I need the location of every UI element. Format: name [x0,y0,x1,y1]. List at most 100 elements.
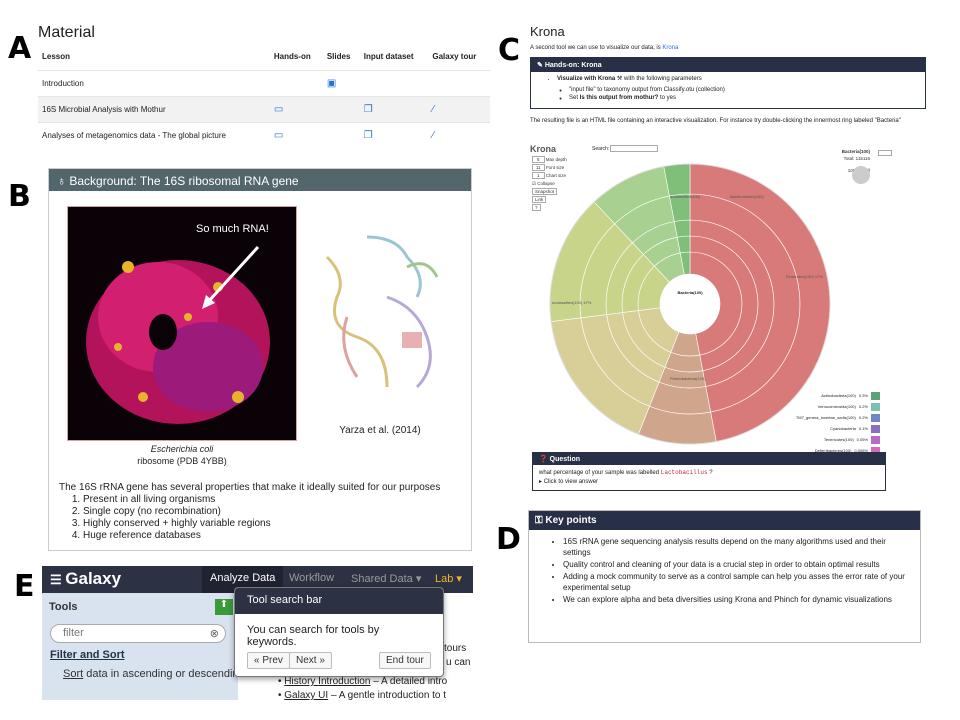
details-total: Total: 115116 [843,156,870,161]
depth-value[interactable]: 5 [532,156,545,163]
list-item: Highly conserved + highly variable regio… [83,518,440,530]
col-input-dataset: Input dataset [363,52,414,61]
key-points-title: Key points [545,515,597,526]
tour-popover: Tool search bar You can search for tools… [234,587,444,677]
slides-icon[interactable]: ▣ [326,78,337,89]
list-item: Present in all living organisms [83,494,440,506]
panel-label-b: B [8,179,31,214]
lesson-name: 16S Microbial Analysis with Mothur [38,96,270,123]
history-intro-link[interactable]: History Introduction [284,676,371,687]
legend-item[interactable]: TM7_genera_incertae_sedis(100) 0.2% [770,412,880,423]
krona-intro: A second tool we can use to visualize ou… [530,45,661,51]
clear-icon[interactable]: ⊗ [209,628,219,640]
legend-percent: 0.3% [858,393,868,398]
end-tour-button[interactable]: End tour [379,652,431,669]
prev-button[interactable]: « Prev [247,652,290,669]
help-button[interactable]: ? [532,204,541,211]
section-filter-sort[interactable]: Filter and Sort [50,649,125,661]
legend-item[interactable]: Tenericutes(100) 0.05% [770,434,880,445]
nav-lab[interactable]: Lab ▾ [435,573,462,585]
krona-visualization: Krona Search: 5 Max depth 11 Font size 1… [530,144,926,474]
param2-post: to yes [660,95,677,101]
collapse-checkbox[interactable]: Collapse [537,181,555,186]
tool-panel: Tools ⬆ [42,593,238,700]
background-title: Background: The 16S ribosomal RNA gene [69,174,299,188]
magic-wand-icon[interactable]: ⁄ [432,130,435,141]
legend-item[interactable]: Deferribacteres(100) 0.006% [770,445,880,456]
tool-search-input[interactable]: filter ⊗ [50,624,226,643]
copy-icon[interactable]: ❐ [363,104,373,115]
upload-icon[interactable]: ⬆ [215,599,233,615]
font-value[interactable]: 11 [532,164,545,171]
legend-percent: 0.05% [856,437,868,442]
chart-size-label: Chart size [545,173,567,178]
nav-shared-data[interactable]: Shared Data ▾ [351,573,422,585]
lesson-name: Analyses of metagenomics data - The glob… [38,122,270,148]
lightbulb-icon: ♁ [57,174,70,188]
table-row: Introduction ▣ [38,70,490,97]
krona-section: Krona A second tool we can use to visual… [530,24,926,500]
material-panel: Material Lesson Hands-on Slides Input da… [38,24,490,148]
krona-sunburst[interactable] [530,144,926,474]
caption-species: Escherichia coli [150,444,214,454]
copy-icon[interactable]: ❐ [363,130,373,141]
panel-label-e: E [14,569,35,604]
col-galaxy-tour: Galaxy tour [432,52,477,61]
legend-label: Actinobacteria(100) [821,393,856,398]
legend-item[interactable]: Actinobacteria(100) 0.3% [770,390,880,401]
param2-bold: Is this output from mothur? [579,95,659,101]
answer-label[interactable]: Click to view answer [543,479,599,485]
list-item: Quality control and cleaning of your dat… [563,559,912,570]
krona-link[interactable]: Krona [662,45,679,51]
snapshot-button[interactable]: Snapshot [532,188,558,195]
galaxy-logo[interactable]: ☰ Galaxy [50,569,121,589]
krona-center-label[interactable]: Bacteria(100) [677,290,703,295]
handson-header: ✎ Hands-on: Krona [531,58,925,72]
background-box: ♁ Background: The 16S ribosomal RNA gene… [48,168,472,551]
list-item: Huge reference databases [83,530,440,542]
galaxy-ui-link[interactable]: Galaxy UI [284,690,329,700]
tools-title: Tools [49,601,78,613]
laptop-icon[interactable]: ▭ [273,104,284,115]
details-button[interactable] [878,150,892,156]
handson-box: ✎ Hands-on: Krona Visualize with Krona ⚒… [530,57,926,109]
krona-brand: Krona [530,144,557,154]
citation: Yarza et al. (2014) [339,425,421,436]
magic-wand-icon[interactable]: ⁄ [432,104,435,115]
outer-ring [549,163,831,445]
col-hands-on: Hands-on [273,52,311,61]
galaxy-logo-text: Galaxy [65,569,122,588]
question-title: Question [549,456,581,463]
details-swatch [852,166,870,184]
ribosome-figure [86,245,270,424]
krona-legend: Actinobacteria(100) 0.3% Verrucomicrobia(1… [770,390,880,456]
list-item: We can explore alpha and beta diversitie… [563,594,912,605]
key-points-header: ⚿ Key points [529,511,920,530]
answer-toggle[interactable]: ▸ Click to view answer [539,479,599,485]
legend-percent: 0.1% [858,426,868,431]
laptop-icon[interactable]: ▭ [273,130,284,141]
galaxy-logo-icon: ☰ [50,572,66,587]
table-row: Analyses of metagenomics data - The glob… [38,122,490,148]
segment-minor[interactable] [673,219,691,238]
background-text: The 16S rRNA gene has several properties… [59,482,440,542]
segment-center[interactable] [659,273,721,335]
legend-item[interactable]: Cyanobacteria 0.1% [770,423,880,434]
sort-link[interactable]: Sort [63,668,84,680]
handson-title: Hands-on: Krona [544,62,602,69]
ribosome-caption: Escherichia coli ribosome (PDB 4YBB) [67,443,297,467]
link-button[interactable]: Link [532,196,547,203]
legend-percent: 0.2% [858,415,868,420]
panel-label-a: A [8,31,32,66]
chart-value[interactable]: 1 [532,172,545,179]
list-item: Single copy (no recombination) [83,506,440,518]
panel-label-d: D [496,522,521,557]
ring-label: unclassified(100) [670,194,701,199]
nav-workflow[interactable]: Workflow [289,572,335,584]
legend-swatch [871,391,880,400]
legend-item[interactable]: Verrucomicrobia(100) 0.2% [770,401,880,412]
ribosome-image: So much RNA! [67,206,297,441]
next-button[interactable]: Next » [289,652,332,669]
krona-search-input[interactable] [610,145,658,152]
ring-label: unclassified(100) 47% [552,300,592,305]
